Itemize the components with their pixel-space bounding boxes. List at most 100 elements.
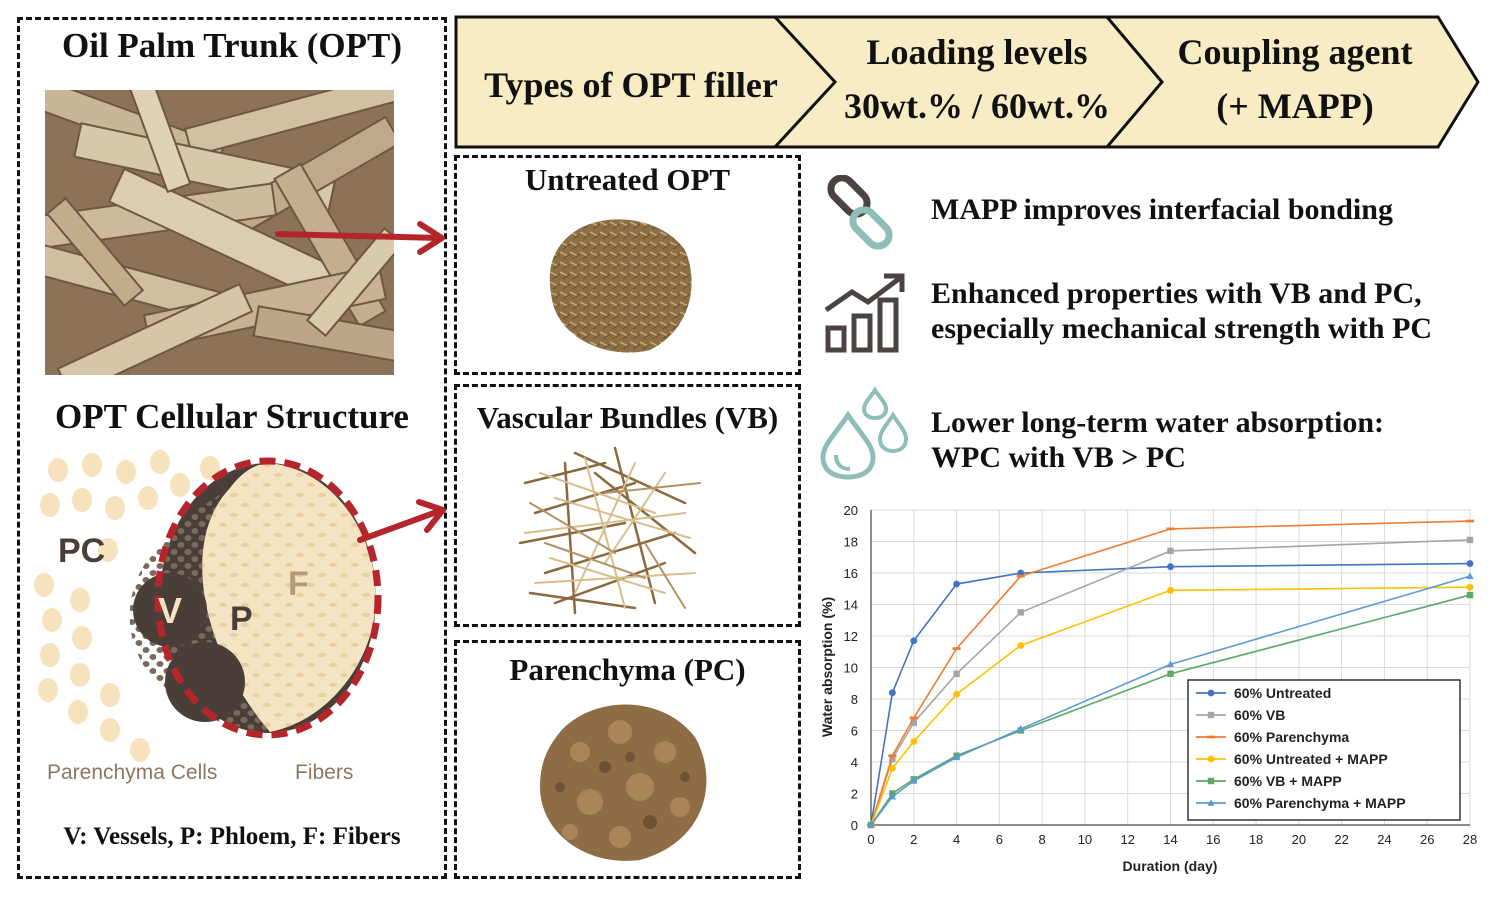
chart-xtick-label: 14 — [1163, 832, 1177, 847]
chart-point — [910, 738, 918, 745]
chart-point — [888, 792, 896, 800]
flow-step-coupling-title: Coupling agent — [1177, 32, 1413, 72]
chart-xtick-label: 26 — [1420, 832, 1434, 847]
chart-ytick-label: 10 — [844, 661, 858, 676]
chart-point — [889, 755, 896, 763]
finding-1-line-1: MAPP improves interfacial bonding — [931, 193, 1393, 226]
chart-legend-marker — [1207, 777, 1215, 785]
chart-point — [888, 689, 896, 697]
label-p: P — [230, 600, 253, 638]
chart-legend-label: 60% Parenchyma — [1234, 729, 1349, 745]
chart-xtick-label: 10 — [1078, 832, 1092, 847]
label-v: V — [158, 590, 182, 631]
flow-step-loading-values: 30wt.% / 60wt.% — [844, 86, 1110, 126]
chart-point — [888, 754, 897, 758]
chart-point — [952, 753, 961, 761]
opt-trunk-photo — [45, 90, 394, 375]
cell-legend: V: Vessels, P: Phloem, F: Fibers — [63, 823, 401, 850]
chart-point — [1466, 519, 1474, 523]
chart-point — [1017, 569, 1025, 577]
chart-ytick-label: 2 — [851, 787, 858, 802]
chart-point — [910, 637, 918, 645]
chart-legend-marker — [1207, 755, 1215, 763]
chart-point — [1016, 574, 1025, 578]
chart-ytick-label: 12 — [844, 629, 858, 644]
flow-step-filler: Types of OPT filler — [484, 65, 778, 105]
trunk-title: Oil Palm Trunk (OPT) — [62, 26, 402, 65]
chart-point — [1167, 547, 1174, 555]
finding-3-line-2: WPC with VB > PC — [931, 441, 1186, 474]
chart-xtick-label: 12 — [1120, 832, 1134, 847]
chart-ytick-label: 8 — [851, 692, 858, 707]
chart-point — [1466, 572, 1474, 579]
chart-point — [867, 821, 875, 828]
chart-ytick-label: 18 — [844, 535, 858, 550]
chart-xtick-label: 0 — [867, 832, 874, 847]
filler-box-pc — [454, 640, 801, 879]
chart-xtick-label: 24 — [1377, 832, 1391, 847]
finding-2-line-2: especially mechanical strength with PC — [931, 312, 1433, 345]
chart-legend-label: 60% Untreated — [1234, 685, 1331, 701]
finding-3-line-1: Lower long-term water absorption: — [931, 406, 1384, 439]
chain-link-icon — [827, 175, 893, 250]
chart-xtick-label: 4 — [953, 832, 960, 847]
chart-ytick-label: 4 — [851, 755, 858, 770]
chart-xtick-label: 8 — [1039, 832, 1046, 847]
chart-legend-label: 60% Untreated + MAPP — [1234, 751, 1388, 767]
chart-point — [1167, 586, 1174, 594]
chart-xtick-label: 28 — [1463, 832, 1477, 847]
chart-point — [1167, 563, 1174, 571]
label-f: F — [288, 565, 309, 603]
chart-legend-box — [1187, 679, 1461, 821]
growth-chart-icon — [824, 273, 905, 353]
chart-point — [1466, 536, 1474, 544]
cell-structure-title: OPT Cellular Structure — [55, 397, 409, 436]
chart-legend-marker — [1207, 735, 1215, 739]
chart-legend-marker — [1207, 689, 1215, 697]
flow-step-coupling-mapp: (+ MAPP) — [1216, 86, 1374, 126]
process-flow-banner — [454, 15, 1480, 149]
caption-fibers: Fibers — [295, 761, 354, 784]
chart-point — [1166, 527, 1175, 531]
chart-point — [910, 777, 918, 784]
chart-xtick-label: 18 — [1249, 832, 1263, 847]
cellular-structure-diagram: PC V P F — [34, 450, 382, 762]
filler-label-pc: Parenchyma (PC) — [509, 652, 746, 687]
label-pc: PC — [58, 532, 105, 570]
chart-xtick-label: 20 — [1292, 832, 1306, 847]
chart-point — [1167, 670, 1174, 677]
left-panel — [17, 17, 447, 879]
filler-label-vb: Vascular Bundles (VB) — [476, 400, 779, 435]
chart-legend-label: 60% VB + MAPP — [1234, 773, 1342, 789]
chart-point — [909, 716, 918, 720]
chart-point — [953, 690, 960, 698]
chart-ytick-label: 16 — [844, 566, 858, 581]
chart-point — [910, 719, 917, 726]
flow-step-loading-title: Loading levels — [866, 32, 1088, 72]
chart-point — [952, 647, 961, 650]
caption-parenchyma: Parenchyma Cells — [47, 761, 218, 784]
chart-point — [1466, 583, 1474, 591]
chart-ytick-label: 0 — [851, 818, 858, 833]
filler-box-untreated — [454, 155, 801, 375]
chart-point — [953, 670, 960, 677]
chart-legend-label: 60% VB — [1234, 707, 1285, 723]
chart-ytick-label: 20 — [844, 503, 858, 518]
untreated-opt-sample — [549, 219, 692, 353]
chart-point — [953, 580, 960, 588]
chart-point — [1466, 560, 1474, 567]
chart-ytick-label: 14 — [844, 598, 858, 613]
chart-ylabel: Water absorption (%) — [819, 597, 835, 737]
chart-legend-marker — [1207, 711, 1215, 719]
chart-point — [1017, 725, 1025, 732]
filler-box-vb — [454, 384, 801, 627]
chart-xtick-label: 6 — [996, 832, 1003, 847]
chart-ytick-label: 6 — [851, 724, 858, 739]
chart-xtick-label: 22 — [1334, 832, 1348, 847]
chart-legend-marker — [1207, 799, 1215, 806]
chart-legend-label: 60% Parenchyma + MAPP — [1234, 795, 1406, 811]
water-drops-icon — [820, 386, 909, 480]
chart-point — [1166, 660, 1175, 668]
filler-label-untreated: Untreated OPT — [524, 162, 731, 197]
